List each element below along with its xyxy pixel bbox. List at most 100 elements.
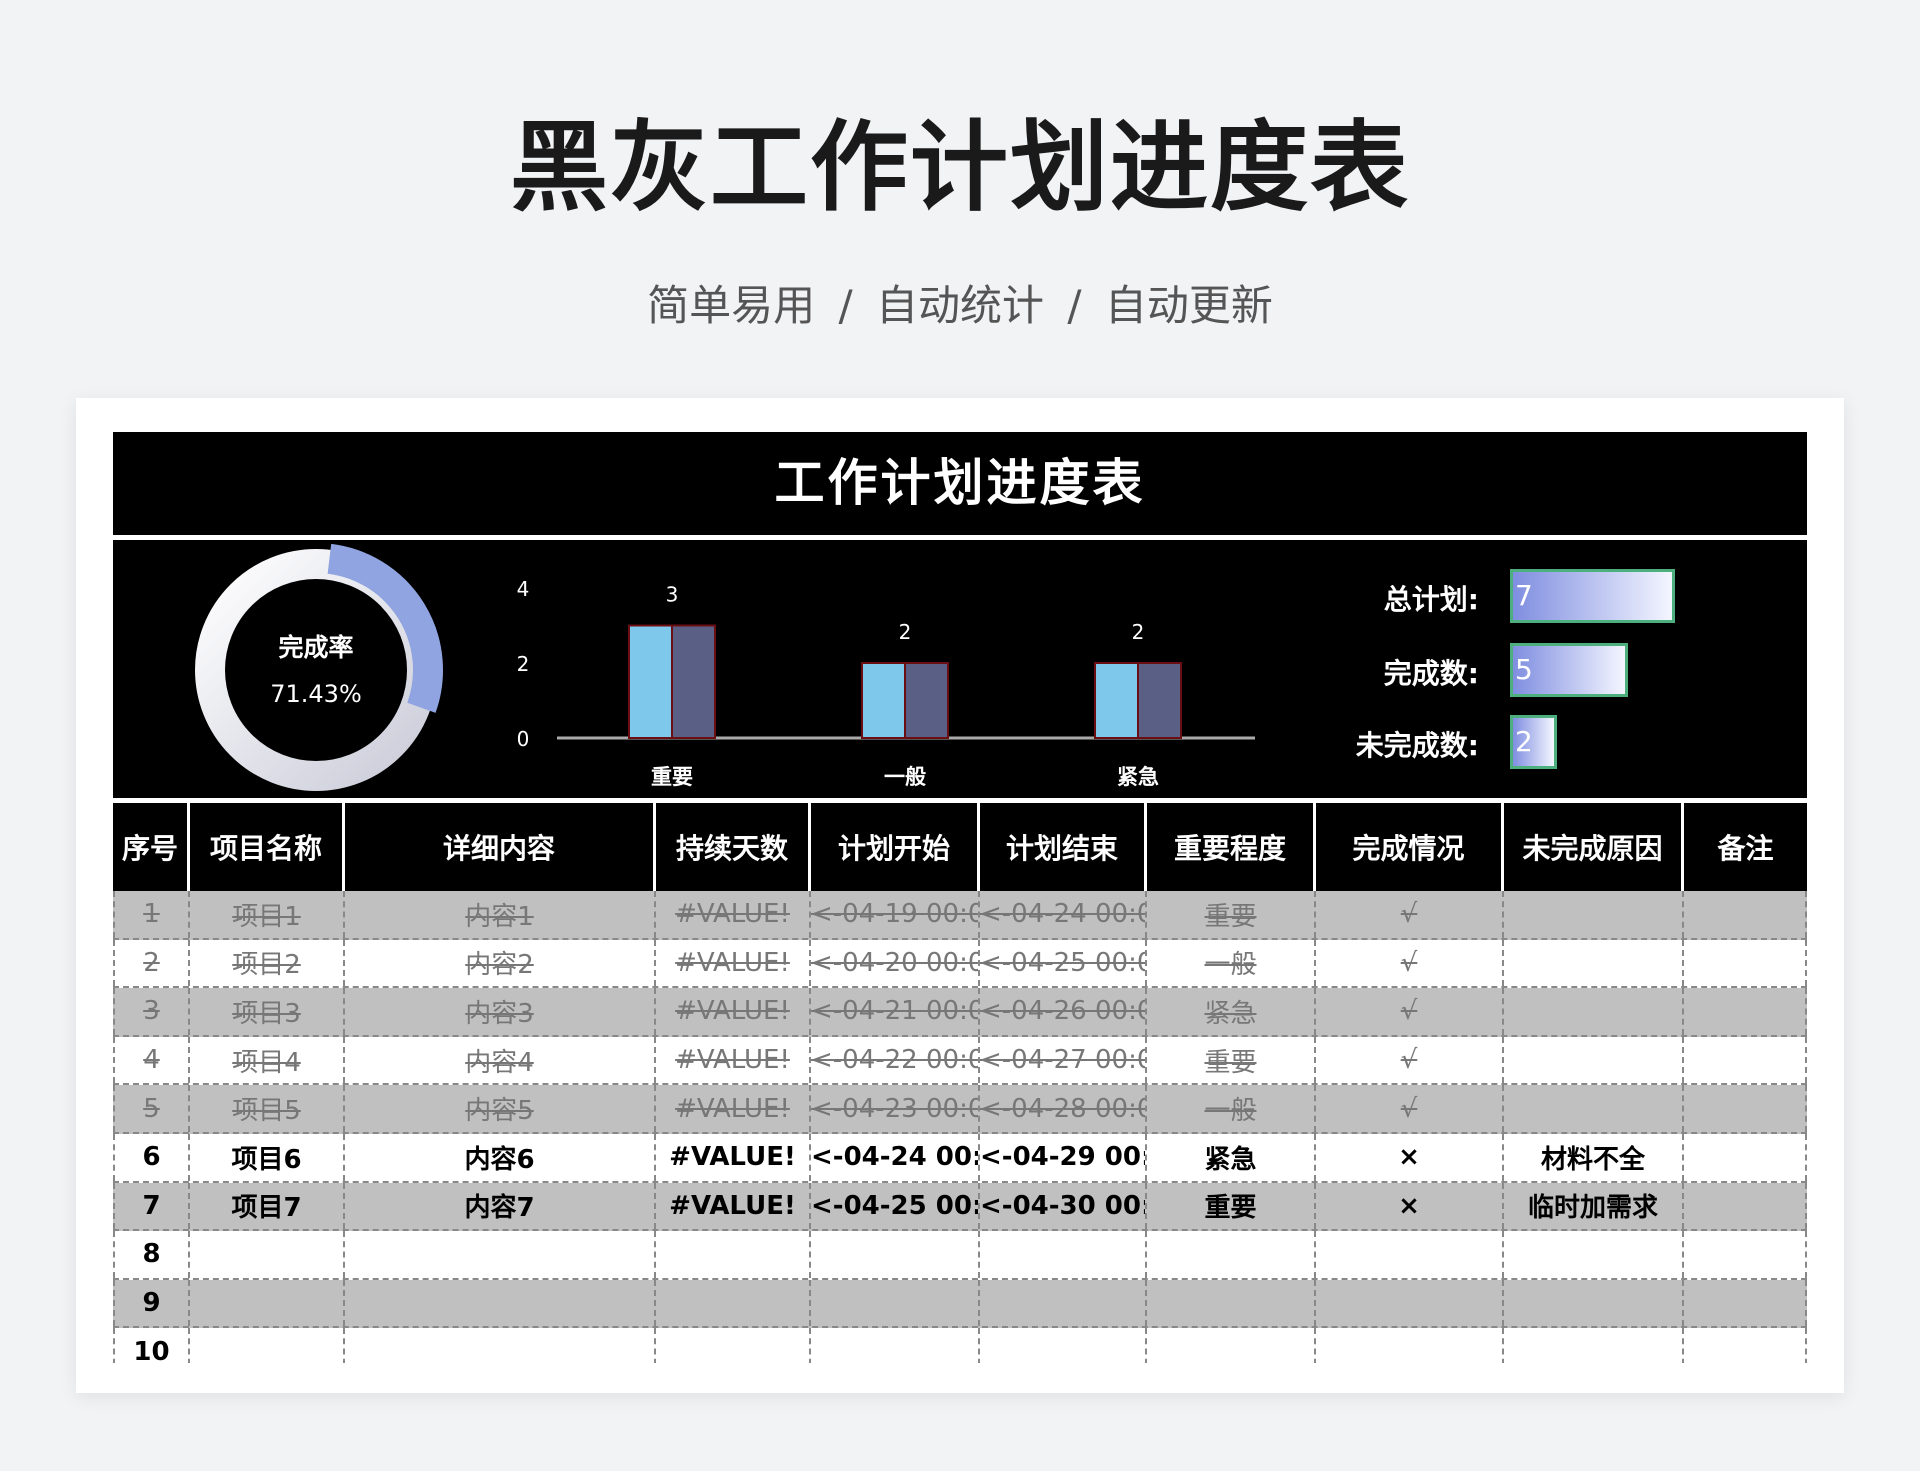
table-cell[interactable]: 5 <box>113 1085 190 1132</box>
column-header[interactable]: 计划结束 <box>980 803 1147 891</box>
table-cell[interactable] <box>1316 1279 1504 1327</box>
table-cell[interactable]: <-04-19 00:0 <box>811 891 980 938</box>
table-cell[interactable] <box>656 1328 811 1363</box>
table-cell[interactable]: 7 <box>113 1182 190 1230</box>
table-cell[interactable] <box>1684 1036 1807 1084</box>
table-cell[interactable]: 6 <box>113 1133 190 1181</box>
table-cell[interactable] <box>811 1231 980 1278</box>
table-cell[interactable]: 8 <box>113 1231 190 1278</box>
table-cell[interactable]: #VALUE! <box>656 939 811 987</box>
table-cell[interactable] <box>1684 1279 1807 1327</box>
table-cell[interactable]: 项目5 <box>190 1085 345 1132</box>
table-cell[interactable] <box>1684 891 1807 938</box>
table-cell[interactable]: 3 <box>113 988 190 1035</box>
table-cell[interactable] <box>345 1279 656 1327</box>
table-cell[interactable]: 重要 <box>1147 1182 1316 1230</box>
table-cell[interactable]: 内容4 <box>345 1036 656 1084</box>
column-header[interactable]: 重要程度 <box>1147 803 1316 891</box>
table-cell[interactable]: 临时加需求 <box>1504 1182 1684 1230</box>
table-cell[interactable]: 1 <box>113 891 190 938</box>
table-cell[interactable]: 紧急 <box>1147 1133 1316 1181</box>
table-cell[interactable]: √ <box>1316 988 1504 1035</box>
table-cell[interactable]: × <box>1316 1133 1504 1181</box>
table-cell[interactable]: 项目2 <box>190 939 345 987</box>
table-cell[interactable] <box>1504 939 1684 987</box>
table-cell[interactable]: 内容3 <box>345 988 656 1035</box>
table-cell[interactable]: 材料不全 <box>1504 1133 1684 1181</box>
table-cell[interactable] <box>1147 1328 1316 1363</box>
table-cell[interactable]: 一般 <box>1147 939 1316 987</box>
table-cell[interactable]: #VALUE! <box>656 891 811 938</box>
table-cell[interactable] <box>345 1328 656 1363</box>
table-cell[interactable] <box>1504 988 1684 1035</box>
table-cell[interactable]: #VALUE! <box>656 1133 811 1181</box>
table-cell[interactable]: 4 <box>113 1036 190 1084</box>
table-cell[interactable]: <-04-29 00:0 <box>980 1133 1147 1181</box>
table-cell[interactable]: 内容5 <box>345 1085 656 1132</box>
table-cell[interactable]: <-04-27 00:0 <box>980 1036 1147 1084</box>
table-cell[interactable]: <-04-25 00:0 <box>811 1182 980 1230</box>
table-cell[interactable]: 项目3 <box>190 988 345 1035</box>
table-cell[interactable] <box>345 1231 656 1278</box>
table-cell[interactable] <box>1684 1182 1807 1230</box>
table-cell[interactable] <box>1504 1231 1684 1278</box>
table-cell[interactable] <box>1316 1231 1504 1278</box>
table-cell[interactable] <box>980 1279 1147 1327</box>
table-cell[interactable]: #VALUE! <box>656 1182 811 1230</box>
table-cell[interactable] <box>1684 1328 1807 1363</box>
table-cell[interactable]: 内容7 <box>345 1182 656 1230</box>
table-cell[interactable] <box>656 1279 811 1327</box>
column-header[interactable]: 完成情况 <box>1316 803 1504 891</box>
table-cell[interactable] <box>1504 1036 1684 1084</box>
table-cell[interactable] <box>190 1279 345 1327</box>
column-header[interactable]: 持续天数 <box>656 803 811 891</box>
table-cell[interactable]: 重要 <box>1147 891 1316 938</box>
table-cell[interactable]: 10 <box>113 1328 190 1363</box>
table-cell[interactable] <box>980 1231 1147 1278</box>
table-cell[interactable] <box>1504 1279 1684 1327</box>
table-cell[interactable]: <-04-23 00:0 <box>811 1085 980 1132</box>
table-cell[interactable] <box>656 1231 811 1278</box>
table-cell[interactable]: <-04-24 00:0 <box>980 891 1147 938</box>
column-header[interactable]: 项目名称 <box>190 803 345 891</box>
column-header[interactable]: 序号 <box>113 803 190 891</box>
table-cell[interactable] <box>1684 1231 1807 1278</box>
table-cell[interactable]: 项目7 <box>190 1182 345 1230</box>
table-cell[interactable]: 项目6 <box>190 1133 345 1181</box>
table-cell[interactable]: #VALUE! <box>656 1036 811 1084</box>
table-cell[interactable]: 紧急 <box>1147 988 1316 1035</box>
table-cell[interactable]: 重要 <box>1147 1036 1316 1084</box>
table-cell[interactable]: √ <box>1316 1036 1504 1084</box>
table-cell[interactable]: 内容2 <box>345 939 656 987</box>
table-cell[interactable] <box>1316 1328 1504 1363</box>
table-cell[interactable] <box>1504 1328 1684 1363</box>
column-header[interactable]: 详细内容 <box>345 803 656 891</box>
table-cell[interactable]: √ <box>1316 939 1504 987</box>
table-cell[interactable]: <-04-30 00:0 <box>980 1182 1147 1230</box>
table-cell[interactable] <box>1684 988 1807 1035</box>
table-cell[interactable] <box>1684 1133 1807 1181</box>
table-cell[interactable]: <-04-26 00:0 <box>980 988 1147 1035</box>
table-cell[interactable]: 一般 <box>1147 1085 1316 1132</box>
table-cell[interactable] <box>811 1328 980 1363</box>
table-cell[interactable]: <-04-22 00:0 <box>811 1036 980 1084</box>
column-header[interactable]: 计划开始 <box>811 803 980 891</box>
table-cell[interactable]: 项目1 <box>190 891 345 938</box>
table-cell[interactable] <box>1147 1231 1316 1278</box>
column-header[interactable]: 备注 <box>1717 832 1774 865</box>
table-cell[interactable]: √ <box>1316 891 1504 938</box>
table-cell[interactable]: <-04-28 00:0 <box>980 1085 1147 1132</box>
table-cell[interactable] <box>1504 891 1684 938</box>
table-cell[interactable]: <-04-20 00:0 <box>811 939 980 987</box>
table-cell[interactable] <box>190 1328 345 1363</box>
table-cell[interactable]: #VALUE! <box>656 1085 811 1132</box>
table-cell[interactable]: 2 <box>113 939 190 987</box>
table-cell[interactable] <box>1504 1085 1684 1132</box>
table-cell[interactable] <box>1684 939 1807 987</box>
table-cell[interactable] <box>1684 1085 1807 1132</box>
table-cell[interactable]: × <box>1316 1182 1504 1230</box>
table-cell[interactable]: <-04-25 00:0 <box>980 939 1147 987</box>
column-header[interactable]: 未完成原因 <box>1504 803 1684 891</box>
table-cell[interactable] <box>980 1328 1147 1363</box>
table-cell[interactable]: <-04-24 00:0 <box>811 1133 980 1181</box>
